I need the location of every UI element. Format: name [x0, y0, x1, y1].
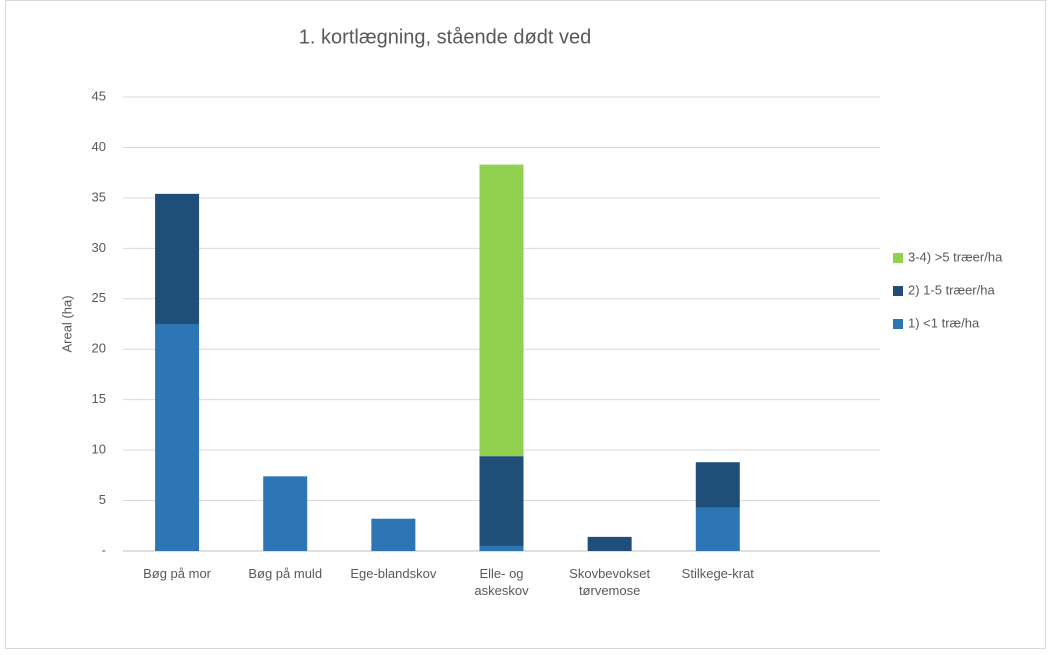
y-tick-label: 40: [92, 139, 106, 154]
y-tick-label: 10: [92, 442, 106, 457]
y-tick-label: 20: [92, 341, 106, 356]
y-tick-label: 35: [92, 189, 106, 204]
x-tick-label-box: Ege-blandskov: [350, 566, 437, 581]
legend-swatch: [893, 253, 903, 263]
y-tick-label: 25: [92, 290, 106, 305]
y-tick-label: -: [102, 542, 106, 557]
y-tick-label: 30: [92, 240, 106, 255]
y-axis-title: Areal (ha): [59, 295, 74, 352]
x-tick-label: Stilkege-krat: [681, 566, 754, 581]
bar-segment: [371, 518, 416, 551]
x-tick-label: Ege-blandskov: [350, 566, 437, 581]
x-tick-label: Bøg på mor: [143, 566, 212, 581]
bar-segment: [479, 164, 524, 457]
x-tick-label-box: Stilkege-krat: [681, 566, 754, 581]
legend-label: 1) <1 træ/ha: [908, 315, 980, 330]
x-tick-label: Bøg på muld: [248, 566, 323, 581]
y-tick-label: 45: [92, 88, 106, 103]
legend-swatch: [893, 286, 903, 296]
legend-label: 2) 1-5 træer/ha: [908, 282, 995, 297]
bar-segment: [263, 476, 308, 551]
x-tick-label-box: Skovbevokset tørvemose: [569, 566, 651, 598]
legend-label: 3-4) >5 træer/ha: [908, 249, 1003, 264]
bar-segment: [695, 462, 740, 508]
bar-segment: [155, 324, 200, 551]
chart-title: 1. kortlægning, stående dødt ved: [299, 26, 591, 48]
bar-segment: [479, 456, 524, 546]
x-tick-label-box: Bøg på muld: [248, 566, 323, 581]
bar-segment: [587, 536, 632, 551]
bar-segment: [695, 507, 740, 551]
y-tick-label: 5: [99, 492, 106, 507]
x-tick-label-box: Bøg på mor: [143, 566, 212, 581]
legend-swatch: [893, 319, 903, 329]
x-tick-label-box: Elle- og askeskov: [474, 566, 529, 598]
x-tick-label: Elle- og askeskov: [474, 566, 529, 598]
x-tick-label: Skovbevokset tørvemose: [569, 566, 651, 598]
bar-segment: [479, 545, 524, 551]
bar-segment: [155, 193, 200, 324]
y-tick-label: 15: [92, 391, 106, 406]
